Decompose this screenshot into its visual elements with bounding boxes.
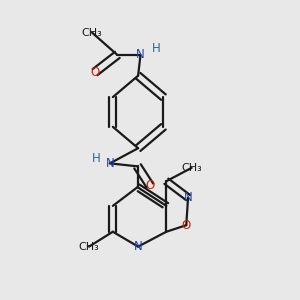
Text: N: N <box>106 157 114 170</box>
Text: H: H <box>152 42 160 56</box>
Text: CH₃: CH₃ <box>181 163 202 173</box>
Text: CH₃: CH₃ <box>82 28 102 38</box>
Text: N: N <box>184 191 192 204</box>
Text: O: O <box>182 219 191 232</box>
Text: H: H <box>92 152 100 165</box>
Text: O: O <box>90 66 100 79</box>
Text: CH₃: CH₃ <box>79 242 99 252</box>
Text: O: O <box>146 179 154 192</box>
Text: N: N <box>134 240 142 253</box>
Text: N: N <box>136 48 145 62</box>
